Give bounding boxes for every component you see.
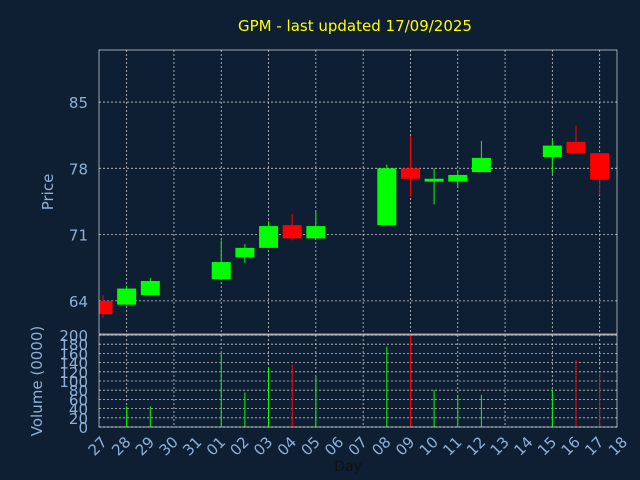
candle-body (282, 225, 302, 239)
candle-body (590, 153, 610, 180)
candle-body (377, 168, 397, 226)
candle-body (235, 247, 255, 258)
volume-y-tick-label: 60 (69, 391, 88, 409)
price-panel-frame (98, 49, 618, 335)
price-axis-label: Price (39, 174, 57, 211)
candle-body (140, 280, 160, 296)
volume-panel-frame (98, 334, 618, 428)
price-y-tick-label: 85 (69, 94, 88, 112)
candle-body (566, 141, 586, 154)
x-ticks: 2728293031010203040506070809101112131415… (85, 433, 632, 459)
candles (99, 125, 610, 318)
price-y-ticks: 64 71 78 85 (69, 94, 88, 311)
price-y-tick-label: 71 (69, 227, 88, 245)
candle-body (259, 226, 279, 248)
candle-body (99, 300, 113, 315)
candle-body (448, 174, 468, 182)
candle-body (400, 168, 420, 179)
volume-y-tick-label: 100 (59, 373, 88, 391)
volume-bars (126, 335, 601, 427)
candle-body (211, 262, 231, 280)
volume-y-tick-label: 40 (69, 401, 88, 419)
x-axis-label: Day (334, 459, 362, 475)
volume-y-tick-label: 20 (69, 410, 88, 428)
chart-title: GPM - last updated 17/09/2025 (238, 17, 472, 35)
volume-y-tick-label: 0 (78, 419, 88, 437)
candle-body (424, 178, 444, 182)
volume-y-tick-label: 160 (59, 345, 88, 363)
candle-body (471, 157, 491, 173)
volume-y-tick-label: 180 (59, 336, 88, 354)
candle-body (542, 145, 562, 157)
candle-body (306, 226, 326, 239)
volume-y-tick-label: 80 (69, 382, 88, 400)
volume-y-tick-label: 200 (59, 327, 88, 345)
price-y-tick-label: 64 (69, 293, 88, 311)
volume-y-tick-label: 120 (59, 364, 88, 382)
candle-body (117, 288, 137, 305)
volume-y-tick-label: 140 (59, 355, 88, 373)
price-y-tick-label: 78 (69, 160, 88, 178)
volume-axis-label: Volume (0000) (28, 326, 46, 436)
